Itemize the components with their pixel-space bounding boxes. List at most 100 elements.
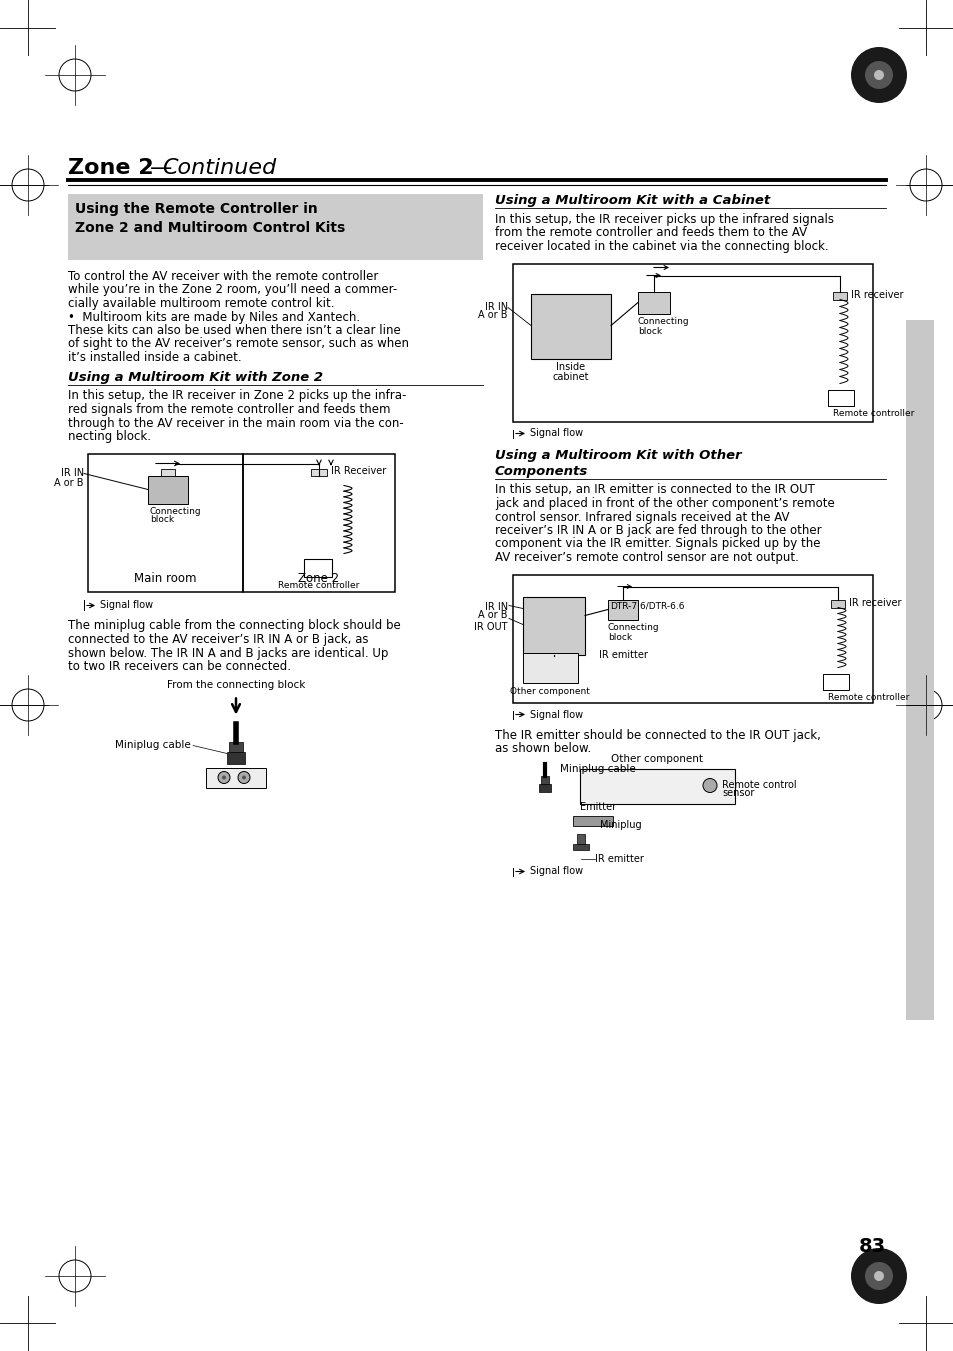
Text: as shown below.: as shown below. xyxy=(495,742,591,755)
Circle shape xyxy=(850,1248,906,1304)
Text: •  Multiroom kits are made by Niles and Xantech.: • Multiroom kits are made by Niles and X… xyxy=(68,311,359,323)
Text: Signal flow: Signal flow xyxy=(100,600,153,611)
Bar xyxy=(243,454,395,592)
Text: from the remote controller and feeds them to the AV: from the remote controller and feeds the… xyxy=(495,227,806,239)
Bar xyxy=(822,674,848,689)
Text: Miniplug cable: Miniplug cable xyxy=(559,763,635,774)
Text: receiver located in the cabinet via the connecting block.: receiver located in the cabinet via the … xyxy=(495,240,828,253)
Text: component via the IR emitter. Signals picked up by the: component via the IR emitter. Signals pi… xyxy=(495,538,820,550)
Bar xyxy=(513,574,872,703)
Text: In this setup, the IR receiver picks up the infrared signals: In this setup, the IR receiver picks up … xyxy=(495,213,833,226)
Text: Main room: Main room xyxy=(134,573,196,585)
Text: Remote controller: Remote controller xyxy=(832,409,913,419)
Text: receiver’s IR IN A or B jack are fed through to the other: receiver’s IR IN A or B jack are fed thr… xyxy=(495,524,821,536)
Text: of sight to the AV receiver’s remote sensor, such as when: of sight to the AV receiver’s remote sen… xyxy=(68,338,409,350)
Text: connected to the AV receiver’s IR IN A or B jack, as: connected to the AV receiver’s IR IN A o… xyxy=(68,634,368,646)
Text: To control the AV receiver with the remote controller: To control the AV receiver with the remo… xyxy=(68,270,378,282)
Text: DTR-7.6/DTR-6.6: DTR-7.6/DTR-6.6 xyxy=(609,601,684,611)
Text: cially available multiroom remote control kit.: cially available multiroom remote contro… xyxy=(68,297,335,309)
Text: A or B: A or B xyxy=(478,611,507,620)
Text: Components: Components xyxy=(495,465,588,477)
Text: IR emitter: IR emitter xyxy=(595,854,643,863)
Text: A or B: A or B xyxy=(478,311,507,320)
Bar xyxy=(577,834,584,843)
Text: These kits can also be used when there isn’t a clear line: These kits can also be used when there i… xyxy=(68,324,400,336)
Text: IR OUT: IR OUT xyxy=(474,621,507,631)
Text: Miniplug cable: Miniplug cable xyxy=(115,740,191,751)
Text: The miniplug cable from the connecting block should be: The miniplug cable from the connecting b… xyxy=(68,620,400,632)
Circle shape xyxy=(702,778,717,793)
Text: Connecting: Connecting xyxy=(150,507,201,516)
Circle shape xyxy=(873,1271,883,1281)
Text: Other component: Other component xyxy=(610,754,702,765)
Text: Inside: Inside xyxy=(556,362,585,373)
Text: Remote control: Remote control xyxy=(721,780,796,789)
Text: IR IN: IR IN xyxy=(484,301,507,312)
Text: control sensor. Infrared signals received at the AV: control sensor. Infrared signals receive… xyxy=(495,511,789,523)
Bar xyxy=(161,469,174,476)
Bar xyxy=(304,558,332,577)
Text: to two IR receivers can be connected.: to two IR receivers can be connected. xyxy=(68,661,291,673)
Text: Emitter: Emitter xyxy=(579,802,616,812)
Text: IR receiver: IR receiver xyxy=(848,598,901,608)
Text: sensor: sensor xyxy=(721,789,754,798)
Bar xyxy=(579,769,734,804)
Text: In this setup, the IR receiver in Zone 2 picks up the infra-: In this setup, the IR receiver in Zone 2… xyxy=(68,389,406,403)
Circle shape xyxy=(242,775,246,780)
Text: The IR emitter should be connected to the IR OUT jack,: The IR emitter should be connected to th… xyxy=(495,728,820,742)
Text: block: block xyxy=(607,632,632,642)
Text: necting block.: necting block. xyxy=(68,430,151,443)
Text: Miniplug: Miniplug xyxy=(599,820,641,830)
Bar xyxy=(638,292,669,313)
Circle shape xyxy=(873,70,883,80)
Text: Using a Multiroom Kit with Zone 2: Using a Multiroom Kit with Zone 2 xyxy=(68,370,323,384)
Text: Zone 2 and Multiroom Control Kits: Zone 2 and Multiroom Control Kits xyxy=(75,222,345,235)
Bar xyxy=(522,653,578,682)
Bar xyxy=(832,292,846,300)
Text: IR emitter: IR emitter xyxy=(598,650,647,659)
Bar xyxy=(88,454,243,592)
Bar xyxy=(522,597,584,654)
Text: Continued: Continued xyxy=(162,158,276,178)
Bar xyxy=(531,293,610,358)
Text: Remote controller: Remote controller xyxy=(827,693,908,703)
Text: Using a Multiroom Kit with a Cabinet: Using a Multiroom Kit with a Cabinet xyxy=(495,195,769,207)
Text: Remote controller: Remote controller xyxy=(278,581,359,589)
Text: IR Receiver: IR Receiver xyxy=(331,466,386,477)
Text: Signal flow: Signal flow xyxy=(530,866,582,877)
Text: Connecting: Connecting xyxy=(607,624,659,632)
Text: —: — xyxy=(150,158,172,178)
Bar xyxy=(148,476,188,504)
Text: Using the Remote Controller in: Using the Remote Controller in xyxy=(75,203,317,216)
Text: Using a Multiroom Kit with Other: Using a Multiroom Kit with Other xyxy=(495,450,740,462)
Bar xyxy=(540,775,548,784)
Text: Zone 2: Zone 2 xyxy=(68,158,153,178)
Bar xyxy=(227,751,245,763)
Text: block: block xyxy=(638,327,661,335)
Text: IR receiver: IR receiver xyxy=(850,290,902,300)
Text: IR IN: IR IN xyxy=(484,601,507,612)
Text: Zone 2: Zone 2 xyxy=(298,573,339,585)
Text: jack and placed in front of the other component’s remote: jack and placed in front of the other co… xyxy=(495,497,834,509)
Bar xyxy=(229,742,243,751)
Text: AV receiver’s remote control sensor are not output.: AV receiver’s remote control sensor are … xyxy=(495,551,798,563)
Circle shape xyxy=(222,775,226,780)
Text: shown below. The IR IN A and B jacks are identical. Up: shown below. The IR IN A and B jacks are… xyxy=(68,647,388,659)
Bar xyxy=(607,600,638,620)
Text: Signal flow: Signal flow xyxy=(530,709,582,720)
Text: From the connecting block: From the connecting block xyxy=(167,680,305,689)
Bar xyxy=(68,195,482,259)
Circle shape xyxy=(237,771,250,784)
Text: it’s installed inside a cabinet.: it’s installed inside a cabinet. xyxy=(68,351,241,363)
Text: IR IN: IR IN xyxy=(61,469,84,478)
Bar xyxy=(830,600,844,608)
Bar xyxy=(827,389,853,405)
Text: Other component: Other component xyxy=(510,686,589,696)
Circle shape xyxy=(218,771,230,784)
Circle shape xyxy=(850,47,906,103)
Text: In this setup, an IR emitter is connected to the IR OUT: In this setup, an IR emitter is connecte… xyxy=(495,484,814,497)
Circle shape xyxy=(864,61,892,89)
Text: while you’re in the Zone 2 room, you’ll need a commer-: while you’re in the Zone 2 room, you’ll … xyxy=(68,284,396,296)
Circle shape xyxy=(864,1262,892,1290)
Bar xyxy=(206,767,266,788)
